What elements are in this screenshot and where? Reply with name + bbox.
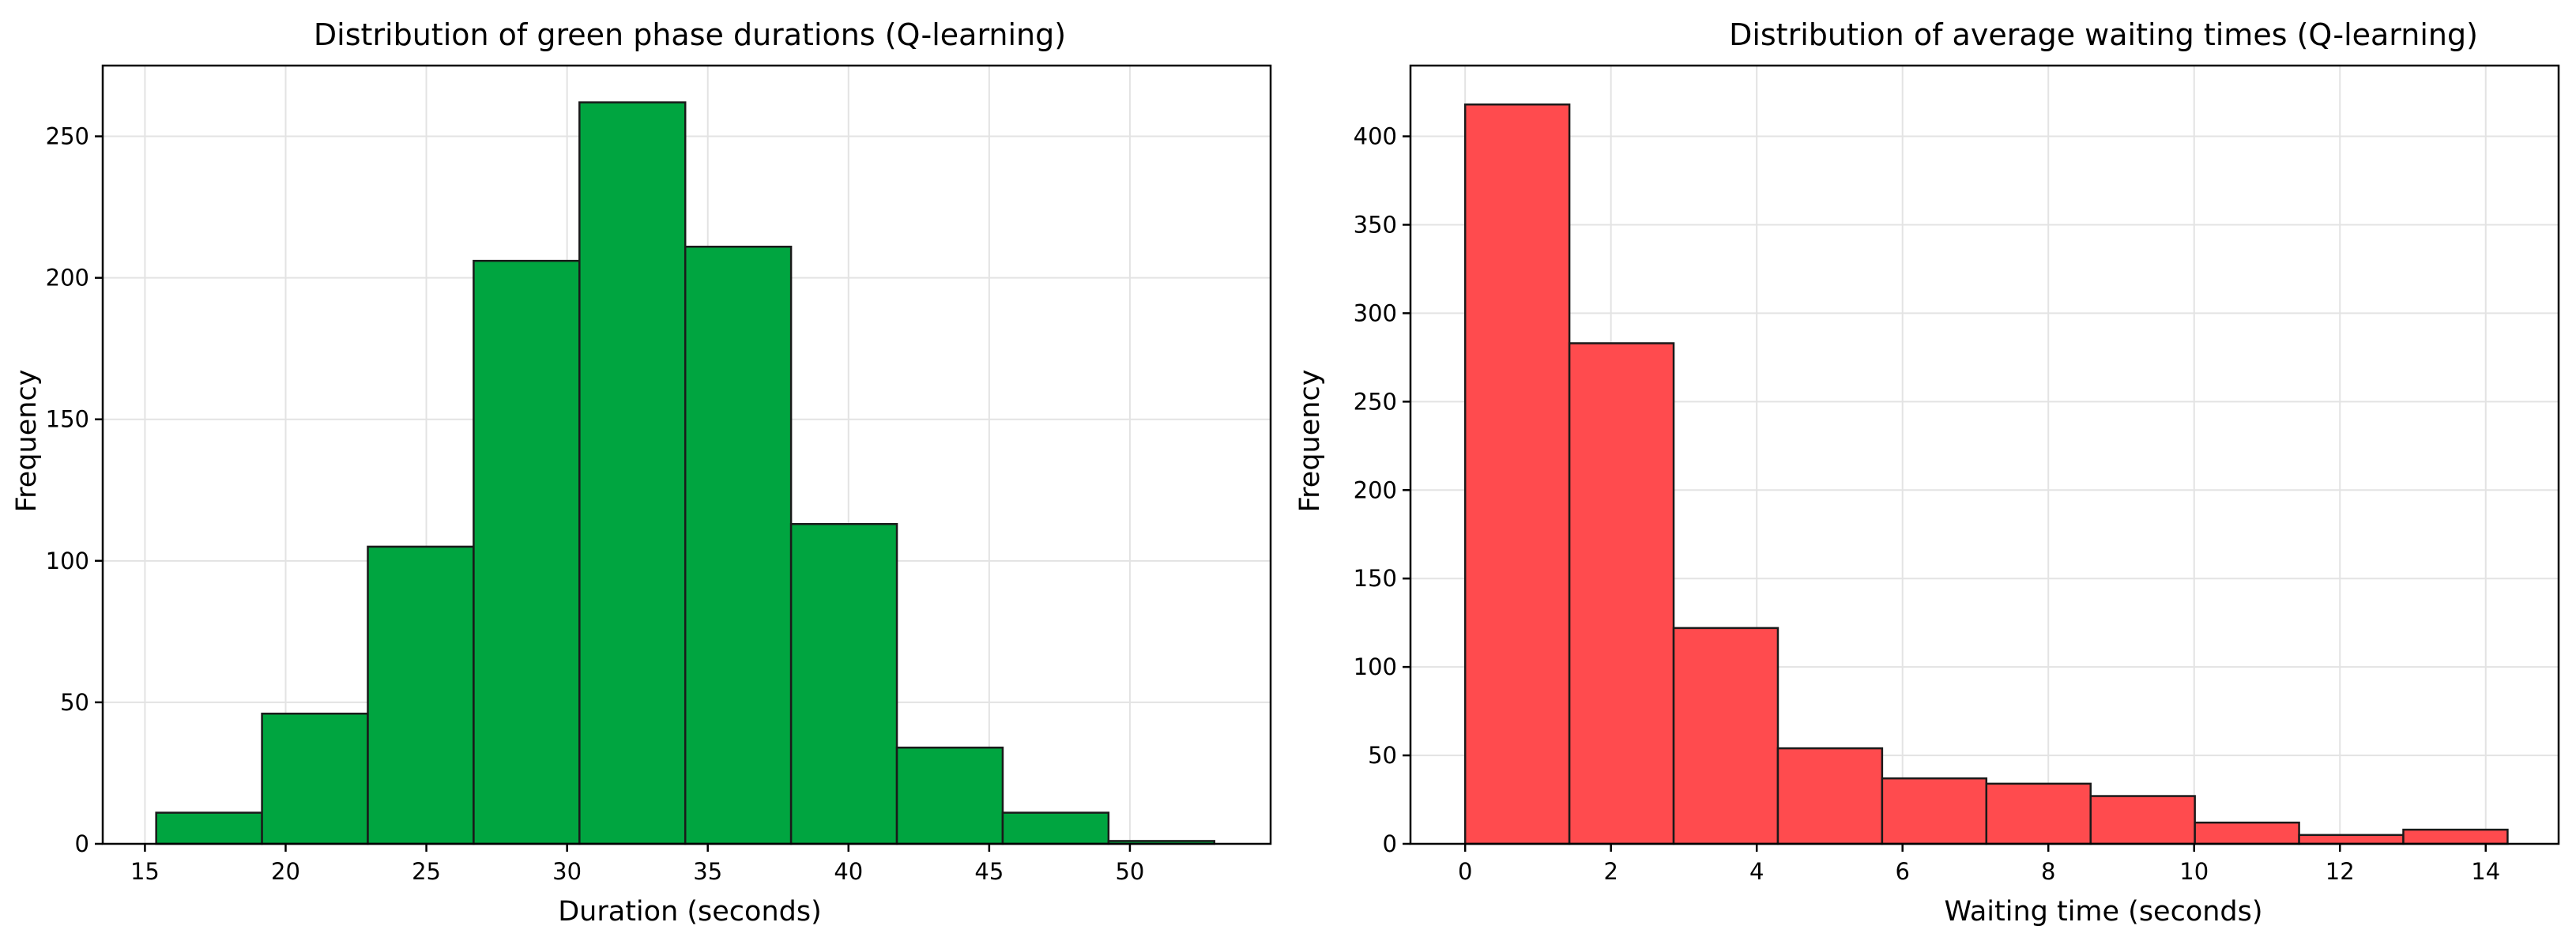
histogram-bar: [1776, 747, 1884, 845]
y-tick-label: 0: [75, 830, 89, 857]
histogram-bar: [895, 746, 1004, 845]
x-tick-label: 8: [2041, 858, 2055, 885]
histogram-bar: [2298, 834, 2405, 845]
y-tick-label: 50: [60, 689, 89, 716]
histogram-bar: [578, 101, 687, 845]
histogram-bar: [1985, 782, 2092, 845]
histogram-bar: [367, 545, 475, 845]
y-tick-label: 150: [46, 406, 89, 433]
chart-title: Distribution of green phase durations (Q…: [314, 17, 1066, 52]
x-tick-label: 2: [1603, 858, 1618, 885]
x-axis-label: Waiting time (seconds): [1944, 896, 2262, 928]
histogram-bar: [2194, 821, 2300, 845]
histogram-bar: [789, 523, 898, 845]
x-tick-label: 6: [1895, 858, 1909, 885]
x-axis-label: Duration (seconds): [558, 896, 822, 928]
y-tick-label: 100: [46, 548, 89, 574]
x-tick-label: 35: [693, 858, 722, 885]
chart-green-phase-durations: Distribution of green phase durations (Q…: [11, 17, 1272, 928]
histogram-bar: [2089, 795, 2196, 845]
y-tick-label: 300: [1354, 299, 1397, 326]
y-tick-label: 100: [1354, 653, 1397, 680]
x-tick-label: 40: [834, 858, 863, 885]
x-tick-label: 25: [412, 858, 441, 885]
y-axis-label: Frequency: [11, 370, 43, 513]
x-tick-label: 0: [1458, 858, 1472, 885]
histogram-bar: [1568, 342, 1675, 845]
histogram-bar: [1463, 104, 1571, 845]
histogram-green-phase-durations: Distribution of green phase durations (Q…: [11, 17, 1272, 928]
y-tick-label: 200: [1354, 476, 1397, 503]
x-tick-label: 14: [2471, 858, 2500, 885]
histogram-bar: [473, 259, 581, 845]
histogram-bar: [155, 811, 263, 845]
y-axis-label: Frequency: [1294, 370, 1326, 513]
x-tick-label: 30: [552, 858, 582, 885]
histogram-bar: [2402, 828, 2509, 845]
histogram-bar: [684, 245, 793, 845]
y-tick-label: 50: [1368, 742, 1397, 769]
x-tick-label: 4: [1749, 858, 1764, 885]
x-tick-label: 45: [974, 858, 1004, 885]
chart-title: Distribution of average waiting times (Q…: [1729, 17, 2478, 52]
x-tick-label: 15: [130, 858, 160, 885]
plot-frame: [1409, 64, 2560, 845]
y-tick-label: 400: [1354, 123, 1397, 150]
histogram-bar: [1672, 627, 1779, 845]
x-tick-label: 10: [2179, 858, 2209, 885]
histogram-bar: [1881, 777, 1988, 845]
y-tick-label: 200: [46, 265, 89, 292]
y-tick-label: 350: [1354, 211, 1397, 238]
plot-frame: [101, 64, 1272, 845]
y-tick-label: 0: [1383, 830, 1397, 857]
y-tick-label: 250: [46, 123, 89, 150]
y-tick-label: 250: [1354, 388, 1397, 415]
x-tick-label: 20: [271, 858, 300, 885]
histogram-average-waiting-times: Distribution of average waiting times (Q…: [1288, 0, 2576, 941]
histogram-bar: [1001, 811, 1110, 845]
y-tick-label: 150: [1354, 565, 1397, 592]
histogram-bar: [261, 712, 369, 845]
x-tick-label: 50: [1115, 858, 1144, 885]
chart-average-waiting-times: Distribution of average waiting times (Q…: [1294, 17, 2560, 928]
x-tick-label: 12: [2326, 858, 2355, 885]
